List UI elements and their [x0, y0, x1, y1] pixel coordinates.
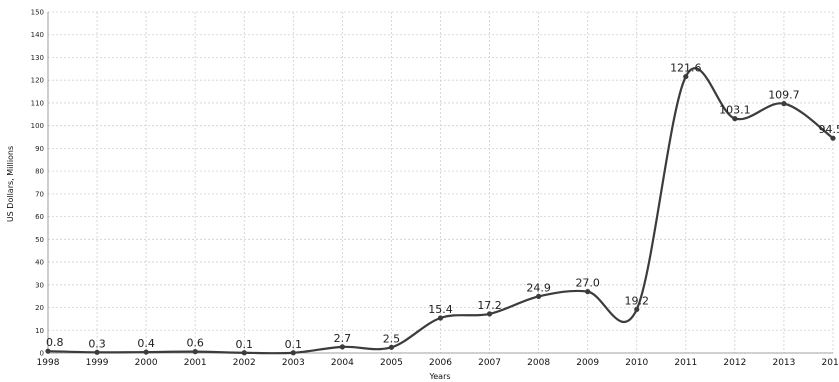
- y-axis-title: US Dollars, Millions: [6, 146, 15, 222]
- y-tick-label: 60: [35, 213, 44, 221]
- y-tick-label: 90: [35, 145, 44, 153]
- x-tick-label: 2012: [723, 358, 746, 368]
- x-tick-label: 1998: [37, 358, 60, 368]
- x-tick-label: 2006: [429, 358, 452, 368]
- data-point: [339, 344, 345, 350]
- data-point: [290, 350, 296, 356]
- x-tick-label: 2013: [772, 358, 795, 368]
- data-point: [536, 293, 542, 299]
- data-point: [683, 73, 689, 80]
- y-tick-label: 100: [31, 122, 44, 130]
- x-tick-label: 2003: [282, 358, 305, 368]
- y-tick-label: 10: [35, 327, 44, 335]
- data-point: [388, 344, 395, 350]
- grid-layer: [47, 11, 834, 354]
- x-tick-label: 2000: [135, 358, 158, 368]
- y-tick-label: 130: [31, 54, 44, 62]
- x-tick-label: 2007: [478, 358, 501, 368]
- x-tick-label: 2008: [527, 358, 550, 368]
- data-label: 24.9: [526, 281, 551, 294]
- x-tick-label: 1999: [86, 358, 109, 368]
- y-tick-label: 40: [35, 259, 44, 267]
- data-label: 0.8: [46, 336, 64, 349]
- data-point: [437, 315, 444, 321]
- data-label: 103.1: [719, 104, 751, 117]
- x-tick-label: 2010: [625, 358, 648, 368]
- y-tick-label: 110: [31, 99, 44, 107]
- data-point: [781, 101, 787, 107]
- x-tick-label: 2004: [331, 358, 354, 368]
- data-point: [732, 116, 738, 122]
- data-label: 0.4: [137, 337, 155, 350]
- y-tick-label: 50: [35, 236, 44, 244]
- data-label: 0.1: [236, 338, 254, 351]
- data-label: 15.4: [428, 303, 453, 316]
- y-tick-label: 140: [31, 31, 44, 39]
- y-tick-label: 150: [31, 9, 44, 17]
- data-point: [192, 349, 198, 355]
- data-label: 94.5: [819, 123, 839, 136]
- y-tick-label: 20: [35, 304, 44, 312]
- series-layer: [45, 67, 836, 356]
- data-label: 19.2: [625, 294, 650, 307]
- data-label: 2.5: [383, 332, 401, 345]
- data-label: 109.7: [768, 89, 800, 102]
- x-tick-label: 2005: [380, 358, 403, 368]
- data-label: 121.6: [670, 62, 702, 75]
- data-point: [241, 350, 247, 356]
- x-tick-label: 2001: [184, 358, 207, 368]
- label-layer: 0.8 0.3 0.4 0.6 0.1 0.1 2.7 2.5 15.4 17.2 24.9 27.0…: [46, 62, 839, 351]
- y-tick-label: 30: [35, 281, 44, 289]
- data-label: 27.0: [575, 277, 600, 290]
- data-point: [585, 289, 591, 295]
- y-tick-label: 120: [31, 77, 44, 85]
- x-tick-label: 2011: [674, 358, 697, 368]
- data-label: 0.6: [186, 337, 204, 350]
- data-label: 0.1: [285, 338, 303, 351]
- data-point: [143, 349, 149, 355]
- data-point: [45, 348, 51, 354]
- data-label: 0.3: [88, 337, 106, 350]
- y-tick-label: 0: [40, 350, 44, 358]
- x-axis-title: Years: [428, 372, 450, 381]
- y-tick-label: 70: [35, 190, 44, 198]
- data-point: [830, 135, 836, 141]
- y-tick-label: 80: [35, 168, 44, 176]
- axis-layer: 0 10 20 30 40 50 60 70 80 90 100 110 120 130 140 150 199…: [31, 9, 839, 369]
- data-point: [634, 306, 640, 312]
- x-tick-label: 2002: [233, 358, 256, 368]
- data-label: 2.7: [334, 332, 352, 345]
- x-tick-label: 2009: [576, 358, 599, 368]
- data-point: [486, 311, 493, 317]
- x-tick-label: 2014: [822, 358, 839, 368]
- data-label: 17.2: [477, 299, 502, 312]
- data-point: [94, 349, 100, 355]
